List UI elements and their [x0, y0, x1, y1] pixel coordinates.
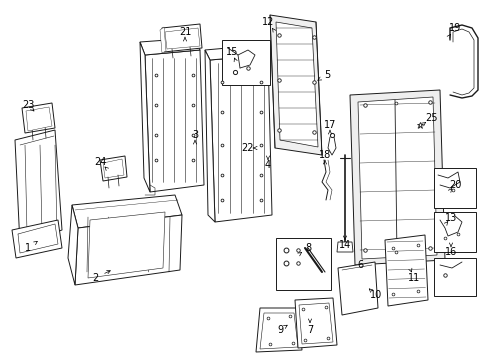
Polygon shape: [256, 308, 302, 352]
Circle shape: [347, 280, 363, 296]
Bar: [222, 40, 269, 85]
Polygon shape: [336, 242, 352, 252]
Polygon shape: [72, 195, 182, 228]
Polygon shape: [337, 262, 377, 315]
Text: 20: 20: [448, 180, 460, 190]
Text: 1: 1: [25, 243, 31, 253]
Polygon shape: [100, 156, 127, 181]
Polygon shape: [162, 24, 202, 52]
Text: 13: 13: [444, 213, 456, 223]
Polygon shape: [209, 55, 271, 222]
Bar: [433, 258, 475, 296]
Polygon shape: [140, 42, 150, 192]
Polygon shape: [12, 220, 62, 258]
Bar: [433, 168, 475, 208]
Text: 16: 16: [444, 247, 456, 257]
Circle shape: [341, 274, 369, 302]
Polygon shape: [15, 130, 62, 245]
Text: 4: 4: [264, 160, 270, 170]
Polygon shape: [145, 50, 203, 192]
Polygon shape: [223, 44, 227, 68]
Text: 10: 10: [369, 290, 381, 300]
Text: 19: 19: [448, 23, 460, 33]
Text: 7: 7: [306, 325, 312, 335]
Text: 8: 8: [305, 243, 310, 253]
Polygon shape: [160, 27, 165, 53]
Polygon shape: [22, 103, 55, 133]
Text: 5: 5: [323, 70, 329, 80]
Text: 11: 11: [407, 273, 419, 283]
Text: 21: 21: [179, 27, 191, 37]
Text: 3: 3: [192, 130, 198, 140]
Text: 2: 2: [92, 273, 98, 283]
Polygon shape: [68, 205, 78, 285]
Polygon shape: [140, 38, 200, 55]
Bar: [275, 238, 330, 290]
Polygon shape: [357, 97, 436, 259]
Polygon shape: [260, 313, 297, 349]
Polygon shape: [275, 22, 317, 147]
Text: 14: 14: [338, 240, 350, 250]
Polygon shape: [227, 44, 262, 64]
Polygon shape: [204, 50, 215, 222]
Polygon shape: [103, 159, 124, 178]
Text: 6: 6: [356, 260, 362, 270]
Text: 9: 9: [276, 325, 283, 335]
Text: 23: 23: [22, 100, 34, 110]
Text: 12: 12: [261, 17, 274, 27]
Polygon shape: [349, 90, 444, 265]
Polygon shape: [294, 298, 336, 348]
Polygon shape: [269, 15, 321, 155]
Text: 24: 24: [94, 157, 106, 167]
Text: 18: 18: [318, 150, 330, 160]
Polygon shape: [75, 215, 182, 285]
Polygon shape: [204, 45, 267, 60]
Polygon shape: [224, 41, 264, 66]
Polygon shape: [88, 212, 164, 278]
Text: 17: 17: [323, 120, 336, 130]
Polygon shape: [298, 303, 332, 344]
Text: 15: 15: [225, 47, 238, 57]
Polygon shape: [26, 107, 52, 131]
Polygon shape: [384, 235, 427, 306]
Bar: [433, 212, 475, 252]
Text: 22: 22: [241, 143, 254, 153]
Text: 25: 25: [425, 113, 437, 123]
Polygon shape: [164, 28, 200, 49]
